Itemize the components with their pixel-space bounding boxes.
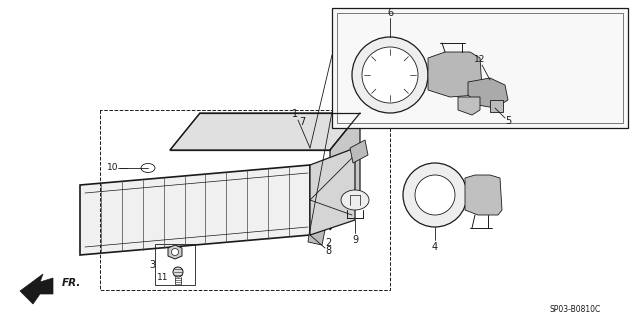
Polygon shape [168,245,182,259]
Circle shape [415,175,455,215]
Polygon shape [428,52,482,97]
Circle shape [173,267,183,277]
Circle shape [403,163,467,227]
Text: 11: 11 [157,273,169,283]
Polygon shape [330,113,360,230]
Polygon shape [350,140,368,163]
Text: 4: 4 [432,242,438,252]
Polygon shape [458,97,480,115]
Polygon shape [490,100,503,112]
Ellipse shape [341,190,369,210]
Polygon shape [308,228,325,245]
Text: 6: 6 [387,8,393,18]
Polygon shape [170,113,360,150]
Polygon shape [80,165,310,255]
Text: 12: 12 [474,56,486,64]
Text: 7: 7 [299,117,305,127]
Text: 9: 9 [352,235,358,245]
Circle shape [352,37,428,113]
Text: 2: 2 [325,238,331,248]
Text: 5: 5 [505,116,511,126]
Text: SP03-B0810C: SP03-B0810C [549,306,600,315]
Polygon shape [465,175,502,215]
Text: 1: 1 [292,109,298,119]
Text: FR.: FR. [62,278,81,288]
Polygon shape [310,148,355,235]
Circle shape [362,47,418,103]
Polygon shape [20,274,53,304]
Text: 10: 10 [108,164,119,173]
Text: 8: 8 [325,246,331,256]
Polygon shape [332,8,628,128]
Text: 3: 3 [149,260,155,270]
Polygon shape [468,78,508,108]
Polygon shape [310,195,320,205]
Circle shape [172,249,179,256]
